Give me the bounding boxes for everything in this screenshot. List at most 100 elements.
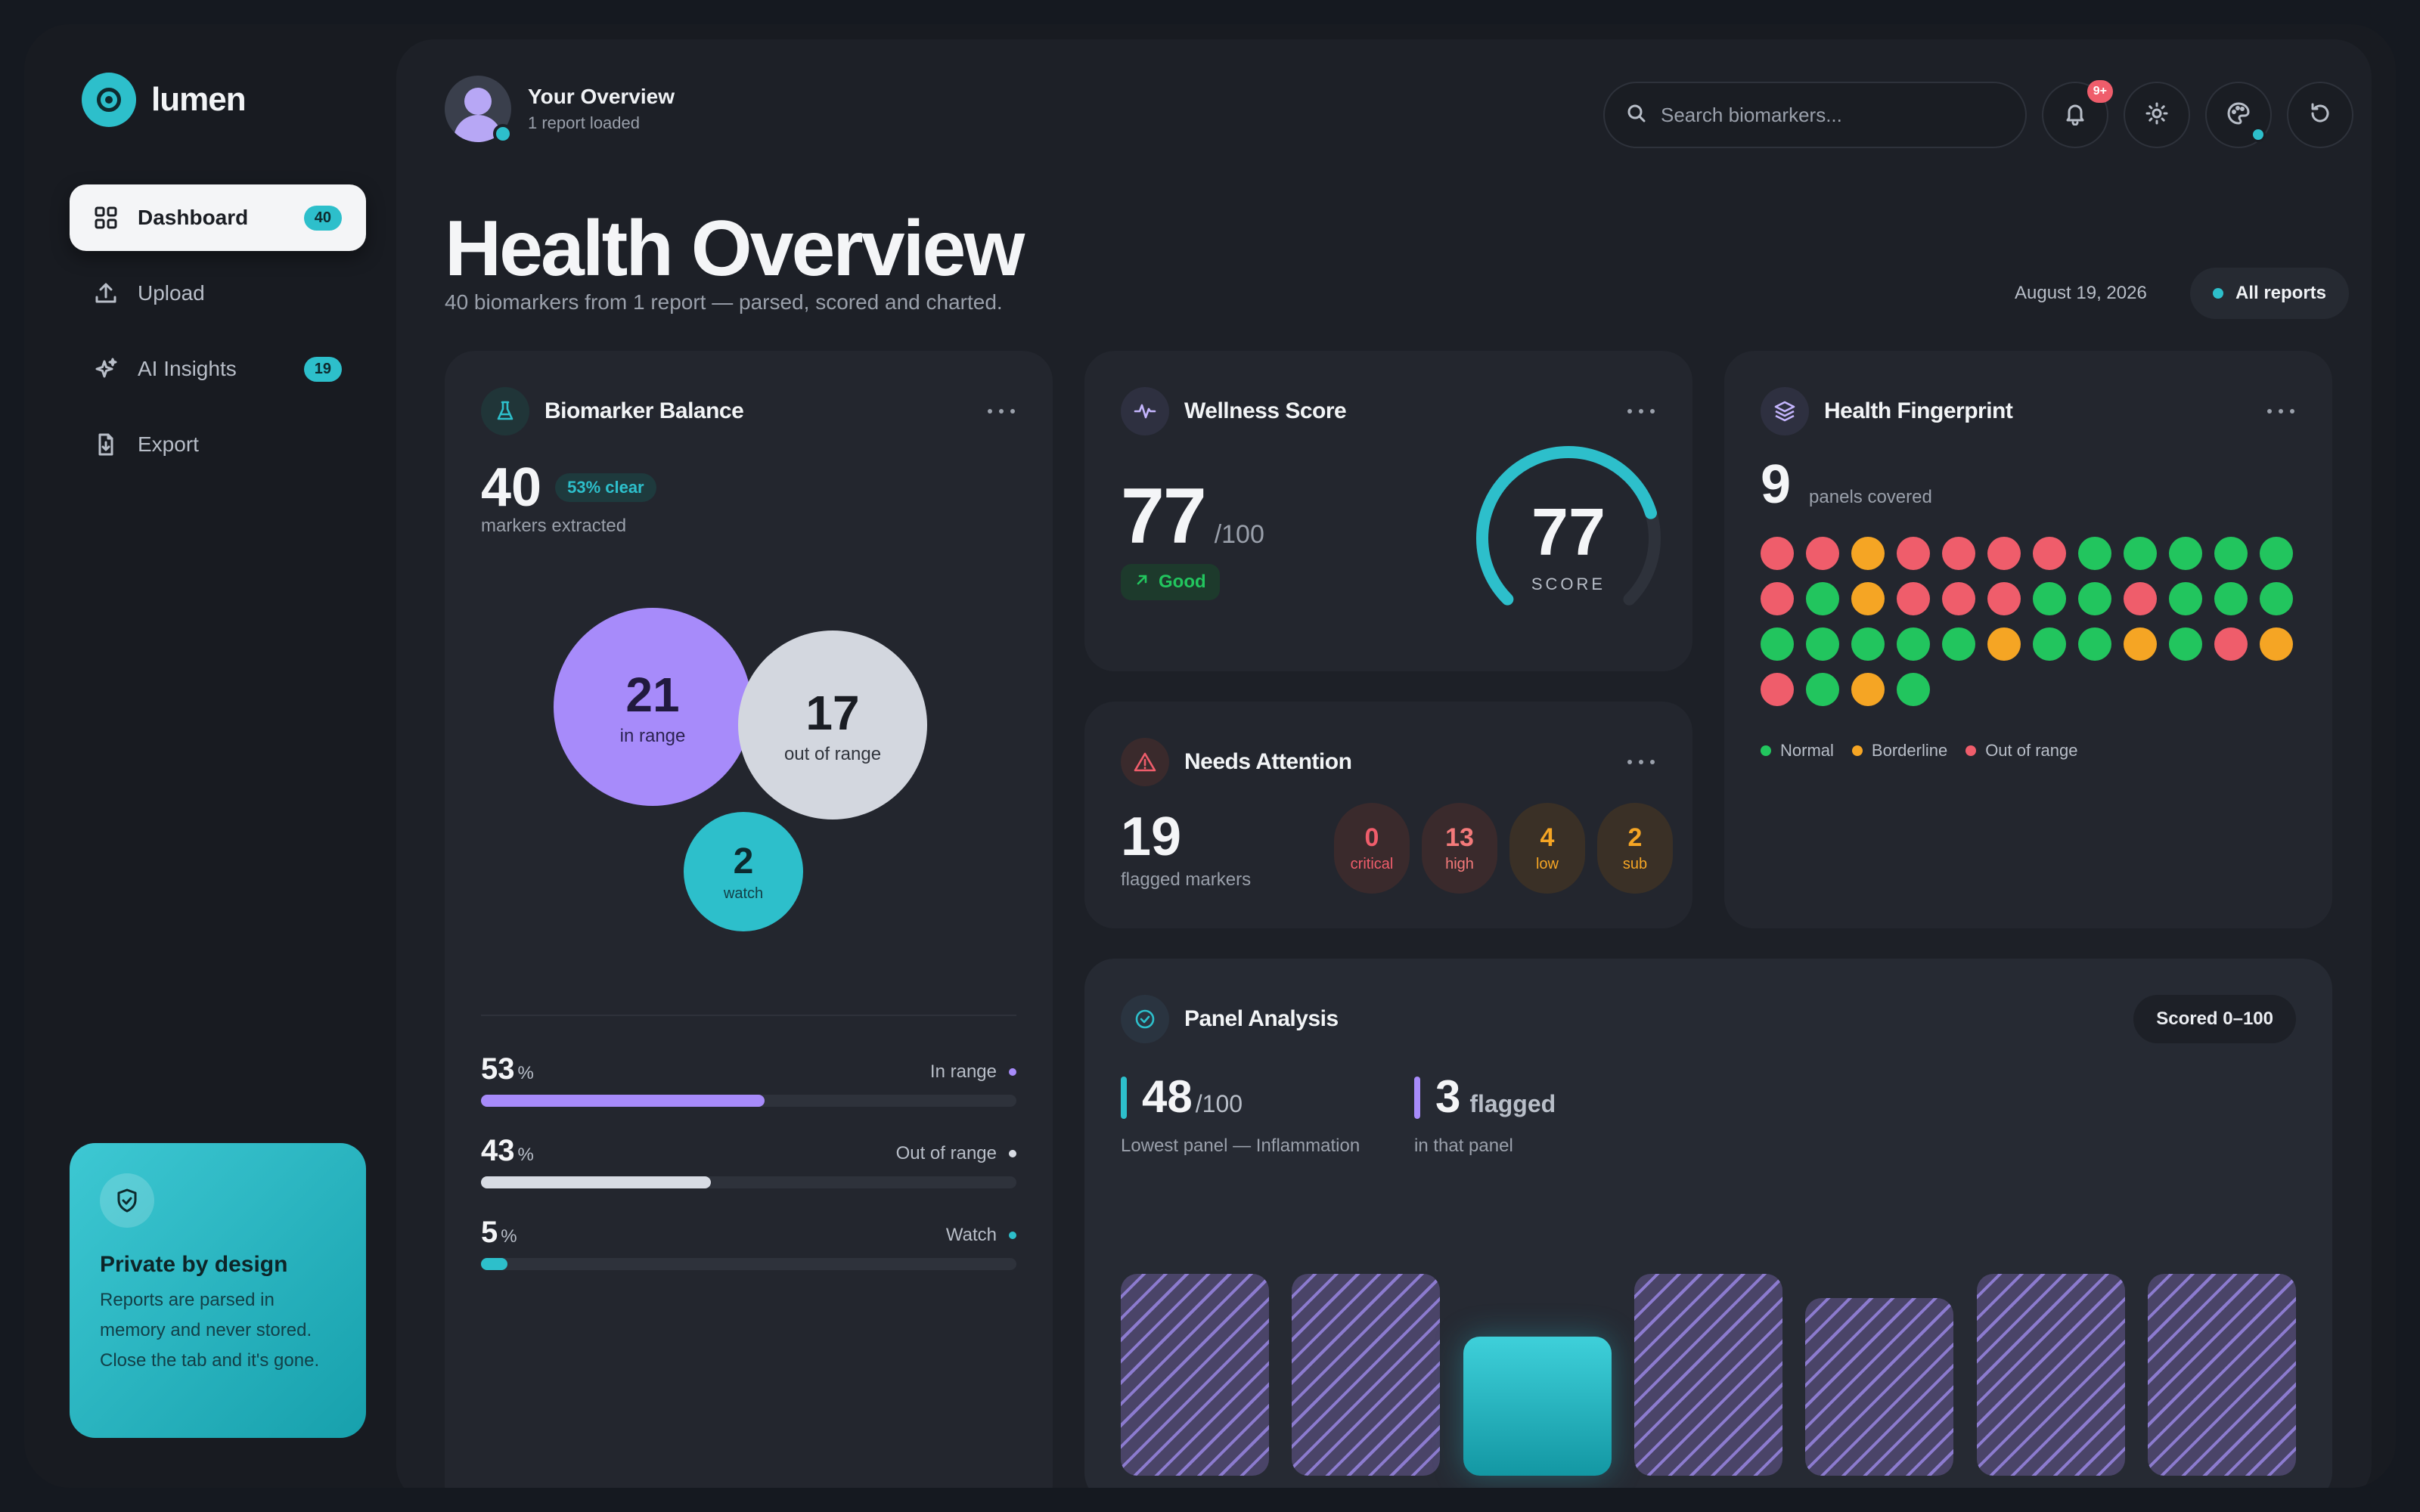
legend-dot (1009, 1068, 1016, 1076)
upload-icon (94, 281, 118, 305)
fingerprint-dot[interactable] (2078, 627, 2111, 661)
stat-value: 0 (1364, 823, 1379, 852)
search-input[interactable] (1661, 103, 1993, 127)
fingerprint-dot[interactable] (1897, 627, 1930, 661)
fingerprint-dot[interactable] (2214, 582, 2248, 615)
palette-button[interactable] (2205, 82, 2272, 148)
fingerprint-dot[interactable] (1897, 537, 1930, 570)
fingerprint-dot[interactable] (2260, 582, 2293, 615)
critical-stat[interactable]: 0 critical (1334, 803, 1410, 894)
fingerprint-dot[interactable] (1806, 627, 1839, 661)
sidebar-item-label: Upload (138, 281, 205, 305)
report-date: August 19, 2026 (2015, 283, 2147, 303)
gauge-center: 77 SCORE (1463, 499, 1674, 594)
fingerprint-dot[interactable] (2169, 537, 2202, 570)
sun-icon (2145, 101, 2169, 129)
status-label: Good (1159, 572, 1206, 592)
scale-badge[interactable]: Scored 0–100 (2133, 995, 2296, 1043)
fingerprint-dot[interactable] (1987, 627, 2021, 661)
more-options-icon[interactable] (2266, 404, 2296, 419)
fingerprint-dot[interactable] (2214, 537, 2248, 570)
warning-icon (1121, 738, 1169, 786)
panel-bar[interactable] (2148, 1273, 2296, 1476)
user-subtitle: 1 report loaded (528, 113, 640, 132)
fingerprint-dot[interactable] (1761, 673, 1794, 706)
fingerprint-dot[interactable] (1897, 673, 1930, 706)
notifications-button[interactable]: 9+ (2042, 80, 2113, 148)
panel-bar[interactable] (1805, 1297, 1954, 1476)
reset-button[interactable] (2287, 82, 2353, 148)
sidebar-item-export[interactable]: Export (70, 411, 366, 478)
fingerprint-dot[interactable] (2260, 627, 2293, 661)
panel-bar[interactable] (1121, 1273, 1269, 1476)
stat-label: high (1445, 856, 1474, 872)
fingerprint-dot[interactable] (1761, 537, 1794, 570)
search-icon (1626, 103, 1647, 128)
fingerprint-dot[interactable] (1806, 582, 1839, 615)
panel-bar[interactable] (1634, 1273, 1782, 1476)
more-options-icon[interactable] (1626, 404, 1656, 419)
more-options-icon[interactable] (1626, 754, 1656, 770)
bell-icon (2063, 101, 2087, 129)
fingerprint-dot[interactable] (1987, 537, 2021, 570)
fingerprint-dot[interactable] (2124, 582, 2157, 615)
fingerprint-dot[interactable] (2260, 537, 2293, 570)
panel-bar[interactable] (1463, 1336, 1612, 1476)
search-box[interactable] (1603, 82, 2027, 148)
sparkle-icon (94, 357, 118, 381)
logo[interactable]: lumen (82, 73, 247, 127)
sub-stat[interactable]: 2 sub (1597, 803, 1673, 894)
fingerprint-dot[interactable] (1851, 582, 1885, 615)
fingerprint-dot[interactable] (1806, 537, 1839, 570)
score-max: /100 (1195, 1090, 1243, 1117)
fingerprint-dot[interactable] (1897, 582, 1930, 615)
grid-icon (94, 206, 118, 230)
wellness-score-value: 77 (1121, 472, 1207, 560)
fingerprint-dot[interactable] (1761, 582, 1794, 615)
fingerprint-dot[interactable] (1987, 582, 2021, 615)
fingerprint-dot[interactable] (1851, 627, 1885, 661)
panel-bar[interactable] (1292, 1273, 1441, 1476)
shield-icon (100, 1173, 154, 1228)
fingerprint-dot[interactable] (2124, 537, 2157, 570)
fingerprint-dot[interactable] (1942, 537, 1975, 570)
flagged-caption: in that panel (1414, 1136, 1513, 1156)
theme-toggle-button[interactable] (2124, 82, 2190, 148)
sidebar-item-upload[interactable]: Upload (70, 260, 366, 327)
fingerprint-dot[interactable] (2214, 627, 2248, 661)
high-stat[interactable]: 13 high (1422, 803, 1497, 894)
fingerprint-dot[interactable] (2078, 582, 2111, 615)
notification-badge: 9+ (2086, 80, 2113, 103)
sidebar: lumen Dashboard 40 Upload AI Insigh (24, 24, 395, 1488)
app-window: lumen Dashboard 40 Upload AI Insigh (24, 24, 2396, 1488)
report-filter-button[interactable]: All reports (2190, 268, 2350, 319)
fingerprint-dot[interactable] (2169, 627, 2202, 661)
fingerprint-dot[interactable] (2124, 627, 2157, 661)
flagged-in-panel: 3 (1435, 1071, 1461, 1122)
fingerprint-dot[interactable] (2078, 537, 2111, 570)
fingerprint-dot[interactable] (1851, 673, 1885, 706)
fingerprint-dot[interactable] (1806, 673, 1839, 706)
more-options-icon[interactable] (986, 404, 1016, 419)
fingerprint-dot[interactable] (2033, 627, 2066, 661)
percent-unit: % (517, 1063, 534, 1083)
sidebar-item-dashboard[interactable]: Dashboard 40 (70, 184, 366, 251)
markers-caption: markers extracted (481, 516, 627, 536)
fingerprint-dot[interactable] (1761, 627, 1794, 661)
bubble-value: 17 (805, 686, 860, 740)
fingerprint-dot[interactable] (1942, 627, 1975, 661)
user-profile[interactable]: Your Overview 1 report loaded (445, 76, 675, 144)
percent-unit: % (517, 1145, 534, 1165)
bubble-value: 2 (733, 841, 754, 881)
fingerprint-dot[interactable] (1942, 582, 1975, 615)
low-stat[interactable]: 4 low (1509, 803, 1585, 894)
bubble-value: 21 (625, 668, 680, 722)
fingerprint-dot[interactable] (1851, 537, 1885, 570)
fingerprint-dot[interactable] (2033, 537, 2066, 570)
sidebar-item-label: Dashboard (138, 206, 249, 229)
privacy-title: Private by design (100, 1252, 288, 1277)
fingerprint-dot[interactable] (2033, 582, 2066, 615)
panel-bar[interactable] (1976, 1273, 2125, 1476)
fingerprint-dot[interactable] (2169, 582, 2202, 615)
sidebar-item-ai-insights[interactable]: AI Insights 19 (70, 336, 366, 402)
